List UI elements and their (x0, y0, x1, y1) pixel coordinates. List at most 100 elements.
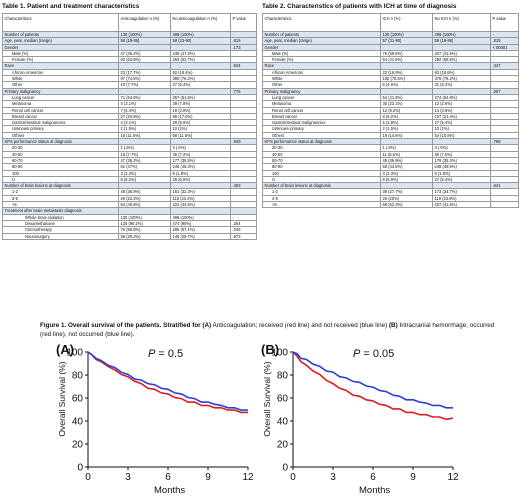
y-tick-label: 0 (282, 463, 288, 474)
table1-header-cell: P value (230, 13, 257, 32)
caption-segment: Anticoagulation; received (red line) and… (211, 322, 389, 329)
table2-cell-p (490, 112, 519, 121)
table1-row: Treatment after brain metastasis diagnos… (2, 207, 257, 215)
table2-cell-label: >5 (262, 200, 381, 209)
x-tick-label: 3 (330, 472, 336, 483)
table2-cell-p (490, 75, 519, 83)
table2-header-cell: No ICH n (%) (432, 13, 491, 32)
x-tick-label: 9 (410, 472, 416, 483)
x-tick-label: 6 (370, 472, 376, 483)
table1-row: Breast cancer 27 (20.8%) 88 (17.6%) (2, 112, 257, 121)
table1-row: Lung cancer 71 (54.6%) 257 (51.5%) (2, 93, 257, 102)
table1-header-cell: Characteristics (2, 13, 119, 32)
table2-row: Primary malignancy .007 (262, 87, 519, 95)
caption-segment: Intracranial hemorrhage; occurred (red l… (40, 322, 495, 338)
table2-row: Number of patients 130 (100%) 499 (100%) - (262, 30, 519, 39)
caption-segment: (A) (202, 322, 212, 329)
survival-line-blue (87, 351, 248, 411)
y-axis-label-b: Overall Survival (%) (262, 361, 272, 437)
table2-cell-p (490, 100, 519, 108)
table2-row: Renal cell cancer 12 (9.2%) 14 (2.8%) (262, 106, 519, 114)
y-tick-label: 0 (77, 463, 83, 474)
y-tick-label: 20 (72, 440, 84, 451)
table2-header-cell: ICH n (%) (380, 13, 433, 32)
table2-cell-p: < 00001 (490, 43, 519, 51)
y-axis-label-a: Overall Survival (%) (57, 361, 67, 437)
table1-cell-p (230, 93, 257, 102)
table1-header-cell: Anticoagulation n (%) (118, 13, 171, 32)
table1-row: Unknown primary 2 (1.5%) 10 (2%) (2, 125, 257, 133)
table1-cell-p (230, 100, 257, 108)
table1-row: Neurosurgery 38 (29.2%) 148 (29.7%) .973 (2, 232, 257, 240)
table2-cell-p: .347 (490, 62, 519, 70)
x-axis-label-b: Months (359, 485, 391, 496)
table2-cell-p: .007 (490, 87, 519, 95)
survival-line-red (292, 351, 454, 421)
table1-row: Melanoma 4 (3.1%) 39 (7.8%) (2, 100, 257, 108)
y-tick-label: 60 (277, 394, 289, 405)
table2-row: African American 22 (16.9%) 93 (18.6%) (262, 68, 519, 77)
table2-row: >5 68 (52.3%) 207 (41.5%) (262, 200, 519, 209)
table2-cell-p (490, 81, 519, 89)
y-tick-label: 60 (72, 394, 84, 405)
table1-cell-p (230, 106, 257, 114)
table2-row: Melanoma 30 (23.1%) 13 (2.6%) (262, 100, 519, 108)
y-tick-label: 100 (66, 348, 83, 359)
survival-chart-b-svg: 0 20 40 60 80 100 0 3 6 9 12 (271, 348, 459, 484)
table1-row: Race .534 (2, 62, 257, 70)
table2-cell-p (490, 119, 519, 127)
table2-cell-p (490, 68, 519, 77)
y-tick-label: 80 (72, 371, 84, 382)
table1-row: Renal cell cancer 7 (5.4%) 19 (3.8%) (2, 106, 257, 114)
table1-cell-p: .534 (230, 62, 257, 70)
x-tick-label: 0 (290, 472, 296, 483)
table2-title: Table 2. Characteristics of patients wit… (262, 3, 457, 10)
table1-title: Table 1. Patient and treatment character… (2, 3, 140, 10)
table1-header-row: Characteristics Anticoagulation n (%) No a… (2, 13, 257, 32)
table1-cell-p: .776 (230, 87, 257, 95)
survival-line-red (87, 351, 248, 414)
table2-cell-c2: 207 (41.5%) (432, 200, 491, 209)
y-tick-label: 20 (277, 440, 289, 451)
table2-cell-p (490, 200, 519, 209)
y-tick-label: 40 (72, 417, 84, 428)
table1-row: African American 23 (17.7%) 92 (18.4%) (2, 68, 257, 77)
survival-chart-a: 0 20 40 60 80 100 0 3 6 9 12 (A) P = 0.5 Overall S… (56, 342, 268, 497)
p-value-a: P = 0.5 (148, 348, 184, 360)
panel-label-b: (B) (261, 342, 280, 357)
figure-caption: Figure 1. Overall survival of the patien… (40, 322, 495, 339)
table1-cell-p: .973 (230, 232, 257, 240)
table1-cell-p (230, 68, 257, 77)
p-value-b: P = 0.05 (353, 348, 395, 360)
caption-segment: Figure 1. Overall survival of the patien… (40, 322, 203, 329)
table2-cell-c1: 68 (52.3%) (380, 200, 433, 209)
y-tick-label: 80 (277, 371, 289, 382)
table2-cell-p (490, 93, 519, 102)
caption-segment: (B) (388, 322, 398, 329)
y-tick-label: 40 (277, 417, 289, 428)
survival-chart-a-svg: 0 20 40 60 80 100 0 3 6 9 12 (66, 348, 254, 484)
x-axis-label-a: Months (154, 485, 186, 496)
x-tick-label: 3 (125, 472, 131, 483)
table2-header-row: Characteristics ICH n (%) No ICH n (%) P va… (262, 13, 519, 32)
table1-cell-p (230, 119, 257, 127)
table2-row: White 102 (78.5%) 375 (75.2%) (262, 75, 519, 83)
x-tick-label: 12 (447, 472, 459, 483)
table1-row: Other 10 (7.7%) 27 (5.4%) (2, 81, 257, 89)
table1-cell-p (230, 81, 257, 89)
table2-row: Other 6 (4.6%) 31 (6.2%) (262, 81, 519, 89)
table1-cell-c1: 38 (29.2%) (118, 232, 171, 240)
x-tick-label: 0 (85, 472, 91, 483)
table1-cell-p (230, 75, 257, 83)
table1-cell-c2: 148 (29.7%) (170, 232, 231, 240)
table2-row: Gastrointestinal malignancies 5 (3.8%) 27 … (262, 119, 519, 127)
survival-chart-b: 0 20 40 60 80 100 0 3 6 9 12 (B) P = 0.05 Overall … (261, 342, 473, 497)
table2-row: Lung cancer 54 (41.5%) 274 (54.9%) (262, 93, 519, 102)
table2-row: Race .347 (262, 62, 519, 70)
table2-header-cell: Characteristics (262, 13, 381, 32)
table2: Characteristics ICH n (%) No ICH n (%) P va… (262, 13, 519, 209)
x-tick-label: 6 (165, 472, 171, 483)
table2-row: 1-2 36 (27.7%) 173 (34.7%) (262, 188, 519, 196)
y-tick-label: 100 (271, 348, 288, 359)
